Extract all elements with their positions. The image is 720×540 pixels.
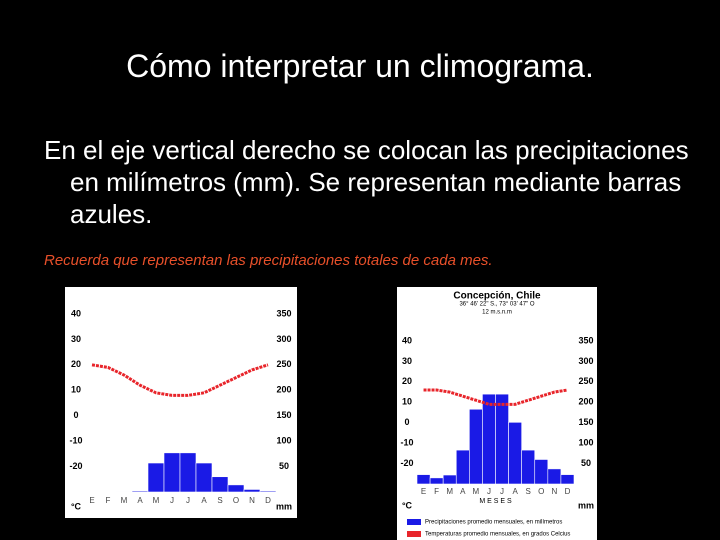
x-tick-label: J bbox=[186, 496, 190, 505]
y2-tick-label: 150 bbox=[578, 417, 593, 427]
y-tick-label: 0 bbox=[404, 417, 409, 427]
y2-tick-label: 50 bbox=[581, 458, 591, 468]
precipitation-bar bbox=[115, 491, 133, 493]
y-tick-label: 40 bbox=[402, 335, 412, 345]
y2-tick-label: 100 bbox=[578, 438, 593, 448]
x-tick-label: A bbox=[460, 487, 466, 496]
y2-tick-label: 300 bbox=[578, 356, 593, 366]
y2-tick-label: 50 bbox=[279, 461, 289, 471]
precipitation-bar bbox=[560, 474, 575, 485]
temperature-line bbox=[91, 363, 269, 397]
y2-tick-label: 300 bbox=[276, 334, 291, 344]
x-tick-label: O bbox=[538, 487, 544, 496]
temperature-line bbox=[423, 388, 568, 406]
legend-swatch bbox=[407, 531, 421, 537]
slide-title: Cómo interpretar un climograma. bbox=[126, 48, 594, 84]
precipitation-bar bbox=[455, 449, 470, 485]
x-tick-label: J bbox=[170, 496, 174, 505]
precipitation-bar bbox=[195, 462, 213, 493]
y-tick-label: 10 bbox=[402, 397, 412, 407]
y2-tick-label: 150 bbox=[276, 410, 291, 420]
x-tick-label: M bbox=[446, 487, 453, 496]
x-tick-label: N bbox=[249, 496, 255, 505]
x-tick-label: F bbox=[106, 496, 111, 505]
x-tick-label: O bbox=[233, 496, 239, 505]
y-tick-label: 20 bbox=[402, 376, 412, 386]
y-tick-label: 40 bbox=[71, 308, 81, 318]
precipitation-bar bbox=[508, 422, 522, 485]
chart-title: Concepción, Chile bbox=[453, 291, 541, 302]
precipitation-bar bbox=[547, 468, 562, 485]
body-text: En el eje vertical derecho se colocan la… bbox=[44, 135, 689, 229]
x-tick-label: A bbox=[512, 487, 518, 496]
x-tick-label: S bbox=[526, 487, 531, 496]
x-tick-label: D bbox=[265, 496, 271, 505]
y-tick-label: -10 bbox=[69, 436, 82, 446]
x-tick-label: M bbox=[473, 487, 480, 496]
y-axis-unit: °C bbox=[402, 500, 413, 510]
y-tick-label: 20 bbox=[71, 359, 81, 369]
x-tick-label: A bbox=[137, 496, 143, 505]
precipitation-bar bbox=[442, 474, 457, 485]
y-tick-label: 30 bbox=[71, 334, 81, 344]
precipitation-bar bbox=[521, 449, 536, 485]
chart-subtitle: 36° 46' 22" S., 73° 03' 47" O bbox=[459, 302, 534, 308]
precipitation-bar bbox=[534, 459, 549, 485]
y-axis-unit: °C bbox=[71, 501, 82, 511]
x-tick-label: J bbox=[487, 487, 491, 496]
precipitation-bar bbox=[482, 393, 496, 485]
y2-tick-label: 200 bbox=[578, 397, 593, 407]
y2-axis-unit: mm bbox=[276, 501, 292, 511]
precipitation-bar bbox=[429, 477, 444, 485]
precipitation-bar bbox=[131, 490, 149, 493]
x-tick-label: E bbox=[421, 487, 426, 496]
y2-tick-label: 250 bbox=[578, 376, 593, 386]
legend-label: Precipitaciones promedio mensuales, en m… bbox=[425, 520, 562, 526]
y-tick-label: 30 bbox=[402, 356, 412, 366]
y-tick-label: -10 bbox=[400, 438, 413, 448]
y-tick-label: -20 bbox=[400, 458, 413, 468]
precipitation-bar bbox=[211, 476, 229, 493]
precipitation-bar bbox=[163, 452, 181, 493]
x-axis-label: M E S E S bbox=[479, 498, 512, 505]
precipitation-bar bbox=[147, 462, 165, 493]
x-tick-label: D bbox=[565, 487, 571, 496]
x-tick-label: E bbox=[89, 496, 94, 505]
x-tick-label: S bbox=[217, 496, 222, 505]
y2-tick-label: 350 bbox=[276, 308, 291, 318]
y2-tick-label: 250 bbox=[276, 359, 291, 369]
x-tick-label: F bbox=[434, 487, 439, 496]
y2-tick-label: 100 bbox=[276, 436, 291, 446]
y-tick-label: 0 bbox=[73, 410, 78, 420]
x-tick-label: A bbox=[201, 496, 207, 505]
x-tick-label: M bbox=[121, 496, 128, 505]
x-tick-label: J bbox=[500, 487, 504, 496]
precipitation-bar bbox=[495, 393, 509, 485]
precipitation-bar bbox=[179, 452, 197, 493]
x-tick-label: N bbox=[551, 487, 557, 496]
chart-altitude: 12 m.s.n.m bbox=[482, 310, 512, 316]
y2-tick-label: 350 bbox=[578, 335, 593, 345]
precipitation-bar bbox=[243, 489, 261, 493]
precipitation-bar bbox=[259, 490, 277, 493]
legend-swatch bbox=[407, 519, 421, 525]
note: Recuerda que representan las precipitaci… bbox=[44, 252, 493, 269]
legend-label: Temperaturas promedio mensuales, en grad… bbox=[425, 532, 570, 538]
y2-tick-label: 200 bbox=[276, 385, 291, 395]
precipitation-bar bbox=[416, 474, 431, 485]
x-tick-label: M bbox=[153, 496, 160, 505]
precipitation-bar bbox=[227, 484, 245, 493]
y2-axis-unit: mm bbox=[578, 500, 594, 510]
y-tick-label: -20 bbox=[69, 461, 82, 471]
y-tick-label: 10 bbox=[71, 385, 81, 395]
precipitation-bar bbox=[469, 408, 483, 485]
